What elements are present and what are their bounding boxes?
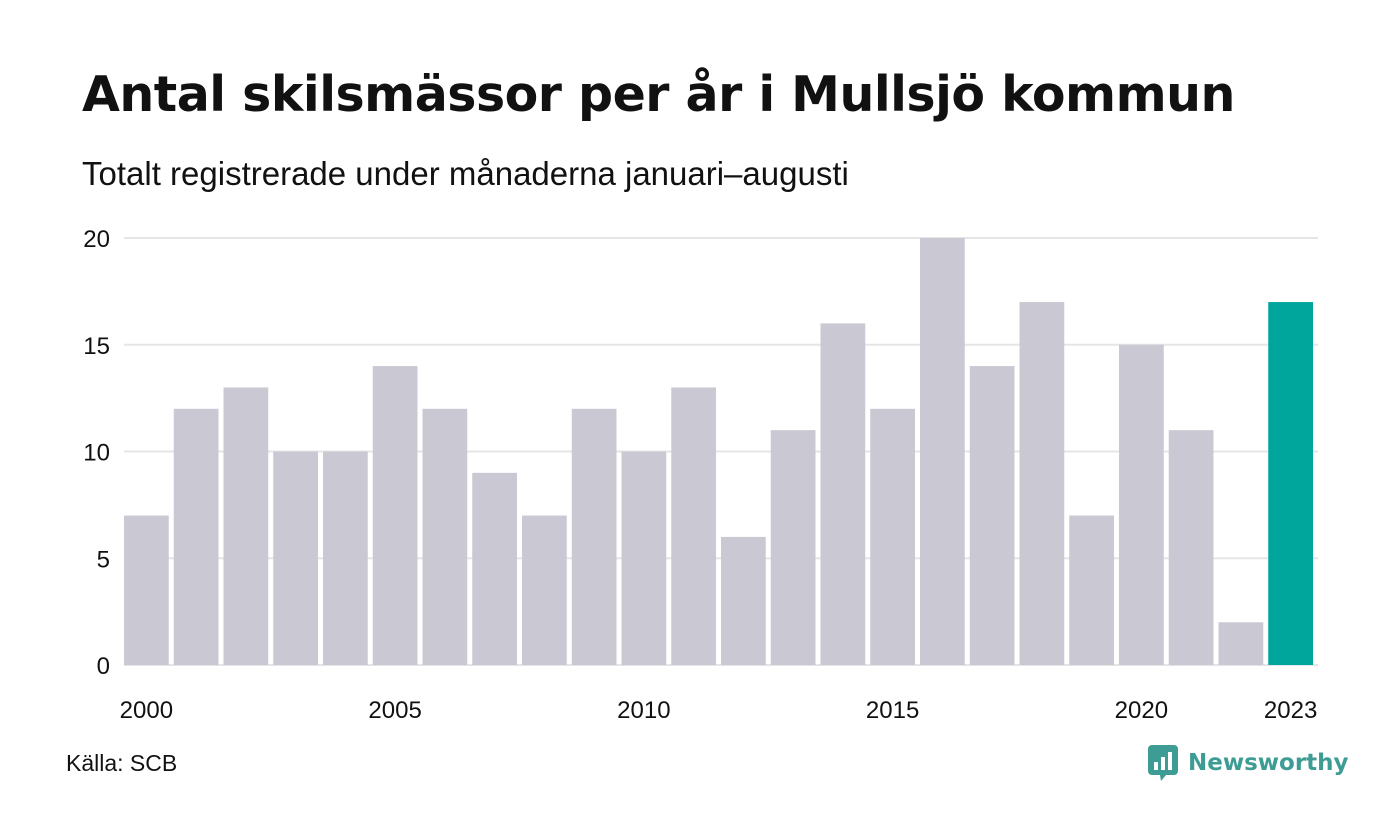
- bar-2004: [323, 451, 368, 665]
- bar-2002: [223, 387, 269, 665]
- chart-title: Antal skilsmässor per år i Mullsjö kommu…: [82, 66, 1235, 123]
- y-tick-label: 5: [97, 546, 110, 573]
- bar-2021: [1168, 430, 1214, 665]
- x-tick-label: 2010: [617, 697, 670, 724]
- bar-2006: [422, 408, 468, 665]
- source-label: Källa: SCB: [66, 750, 178, 776]
- bar-2015: [870, 408, 915, 665]
- x-tick-label: 2020: [1115, 697, 1168, 724]
- x-tick-label: 2015: [866, 697, 919, 724]
- bar-2003: [273, 451, 318, 665]
- bar-2020: [1119, 344, 1164, 665]
- bar-2008: [522, 515, 567, 665]
- bar-2022: [1218, 622, 1264, 665]
- bar-2000: [124, 515, 169, 665]
- bar-2014: [820, 323, 866, 665]
- bar-2019: [1069, 515, 1114, 665]
- x-tick-label: 2000: [120, 697, 173, 724]
- y-tick-label: 0: [97, 653, 110, 680]
- bar-2018: [1019, 302, 1065, 665]
- bar-2023: [1268, 302, 1313, 665]
- bar-chart: 0 5 10 15 20 2000 2005 2010 2015 2020 2023: [83, 226, 1318, 724]
- bar-2013: [770, 430, 816, 665]
- bar-2001: [173, 408, 219, 665]
- y-tick-label: 20: [83, 226, 110, 253]
- x-tick-label: 2005: [368, 697, 421, 724]
- bar-2012: [721, 536, 766, 665]
- logo-text: Newsworthy: [1188, 750, 1349, 776]
- chart-bubble-icon: [1148, 745, 1178, 781]
- bar-2007: [472, 472, 517, 665]
- x-tick-label: 2023: [1264, 697, 1317, 724]
- bar-2010: [621, 451, 667, 665]
- y-tick-label: 15: [83, 333, 110, 360]
- bar-2005: [372, 366, 418, 665]
- bar-2017: [969, 366, 1015, 665]
- bar-2016: [920, 238, 965, 665]
- newsworthy-logo: Newsworthy: [1148, 743, 1349, 783]
- y-tick-label: 10: [83, 440, 110, 467]
- bar-2009: [571, 408, 617, 665]
- chart-subtitle: Totalt registrerade under månaderna janu…: [82, 155, 849, 192]
- bar-2011: [671, 387, 716, 665]
